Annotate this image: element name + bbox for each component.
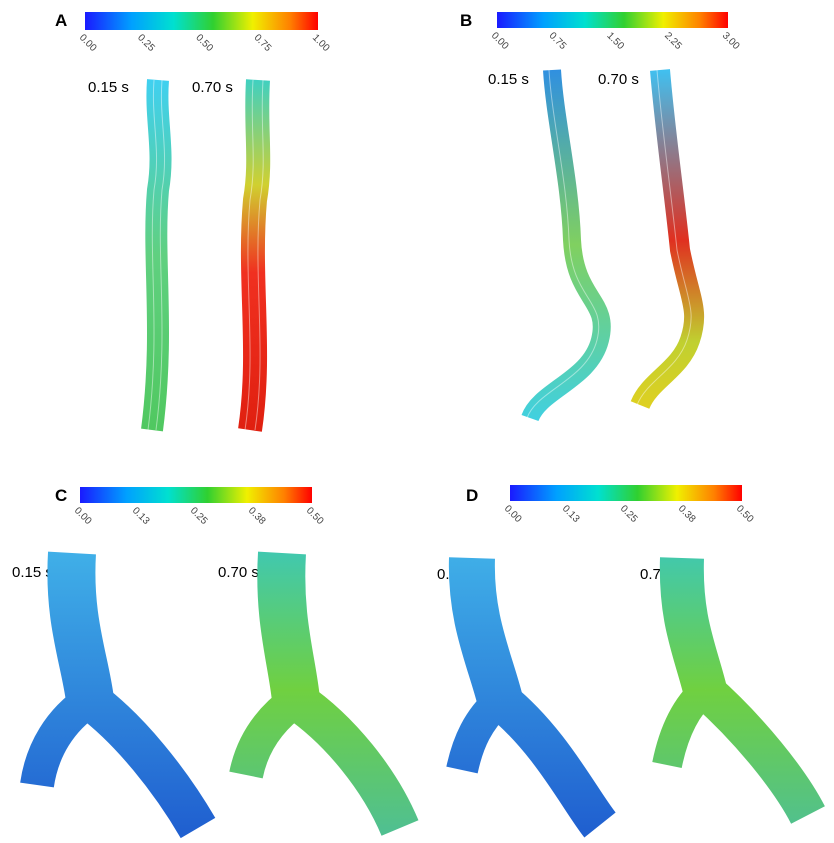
panel-label: C	[55, 486, 67, 505]
colorbar-tick-label: 0.25	[135, 32, 157, 54]
panel-label: B	[460, 11, 472, 30]
colorbar-tick-label: 0.50	[193, 32, 215, 54]
colorbar-tick-label: 2.25	[662, 30, 684, 52]
colorbar-tick-label: 0.50	[304, 505, 326, 527]
colorbar	[80, 487, 312, 503]
colorbar-tick-label: 1.00	[310, 32, 332, 54]
panel-label: A	[55, 11, 67, 30]
vessel	[246, 553, 400, 828]
panel-label: D	[466, 486, 478, 505]
colorbar-tick-label: 0.00	[77, 32, 99, 54]
time-label: 0.15 s	[88, 79, 129, 96]
time-label: 0.15 s	[12, 564, 53, 581]
colorbar-tick-label: 0.00	[489, 30, 511, 52]
vessel	[667, 558, 808, 815]
time-label: 0.70 s	[598, 71, 639, 88]
colorbar-tick-label: 0.00	[72, 505, 94, 527]
colorbar-tick-label: 0.75	[252, 32, 274, 54]
colorbar	[85, 12, 318, 30]
vessel	[530, 70, 602, 418]
time-label: 0.70 s	[192, 79, 233, 96]
colorbar-tick-label: 0.38	[676, 503, 698, 525]
colorbar-tick-label: 0.13	[130, 505, 152, 527]
time-label: 0.15 s	[488, 71, 529, 88]
vessel	[37, 553, 198, 828]
vessel	[462, 558, 600, 825]
colorbar-tick-label: 0.25	[188, 505, 210, 527]
colorbar-tick-label: 0.13	[560, 503, 582, 525]
colorbar	[510, 485, 742, 501]
colorbar-tick-label: 0.50	[734, 503, 756, 525]
colorbar-tick-label: 0.38	[246, 505, 268, 527]
colorbar-tick-label: 0.00	[502, 503, 524, 525]
colorbar-tick-label: 1.50	[604, 30, 626, 52]
colorbar-tick-label: 3.00	[720, 30, 742, 52]
time-label: 0.70 s	[218, 564, 259, 581]
colorbar-tick-label: 0.75	[547, 30, 569, 52]
figure: A 0.15 s 0.70 s B 0.15 s 0.70 s C 0.15 s…	[0, 0, 834, 843]
vessel	[640, 70, 694, 405]
vessel	[250, 80, 258, 430]
colorbar-tick-label: 0.25	[618, 503, 640, 525]
colorbar	[497, 12, 728, 28]
